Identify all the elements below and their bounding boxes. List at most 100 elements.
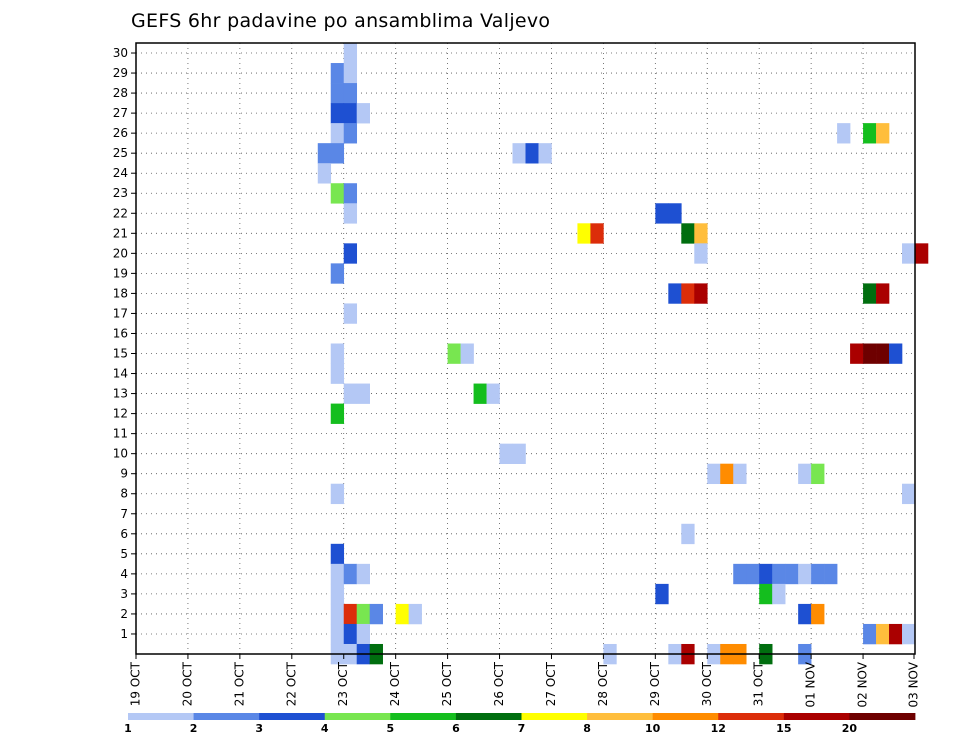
heatmap-cell — [330, 63, 345, 84]
y-tick-label: 11 — [113, 427, 128, 441]
colorbar-segment — [455, 713, 522, 720]
heatmap-cell — [343, 623, 358, 645]
colorbar-segment — [652, 713, 719, 720]
colorbar-segment — [128, 713, 194, 720]
heatmap-cell — [694, 243, 708, 264]
y-tick-label: 28 — [113, 86, 128, 100]
heatmap-cell — [876, 343, 890, 364]
heatmap-cell — [902, 243, 916, 264]
x-tick-label: 25 OCT — [440, 661, 454, 706]
colorbar-segment — [718, 713, 785, 720]
heatmap-cell — [863, 623, 877, 645]
heatmap-cell — [512, 143, 526, 164]
colorbar-label: 2 — [190, 722, 198, 735]
chart-title: GEFS 6hr padavine po ansamblima Valjevo — [131, 10, 550, 32]
heatmap-cell — [668, 283, 682, 304]
heatmap-cell — [330, 583, 345, 605]
heatmap-cell — [330, 263, 345, 284]
colorbar-label: 3 — [255, 722, 263, 735]
heatmap-cell — [811, 563, 825, 585]
heatmap-cell — [317, 143, 332, 164]
heatmap-cell — [460, 343, 474, 364]
heatmap-cell — [512, 443, 526, 464]
heatmap-cell — [343, 243, 358, 264]
heatmap-cell — [330, 103, 345, 124]
heatmap-cell — [330, 563, 345, 585]
heatmap-cell — [785, 563, 799, 585]
y-tick-label: 18 — [113, 286, 128, 300]
colorbar-legend: 1 2 3 4 5 6 7 8 10 12 15 20 — [124, 713, 916, 735]
colorbar-segment — [324, 713, 391, 720]
colorbar-segment — [587, 713, 654, 720]
heatmap-cell — [343, 83, 358, 104]
colorbar-segment — [849, 713, 916, 720]
heatmap-cell — [733, 563, 747, 585]
y-tick-label: 5 — [120, 547, 128, 561]
colorbar-segment — [259, 713, 326, 720]
colorbar-label: 12 — [711, 722, 726, 735]
heatmap-cell — [590, 223, 604, 244]
y-tick-label: 17 — [113, 306, 128, 320]
colorbar-label: 7 — [518, 722, 526, 735]
heatmap-cell — [330, 123, 345, 144]
y-tick-label: 25 — [113, 146, 128, 160]
x-tick-label: 26 OCT — [492, 661, 506, 706]
y-tick-label: 10 — [113, 447, 128, 461]
x-tick-label: 31 OCT — [752, 661, 766, 706]
x-tick-label: 23 OCT — [336, 661, 350, 706]
heatmap-cell — [499, 443, 513, 464]
heatmap-cell — [759, 563, 773, 585]
heatmap-cell — [837, 123, 851, 144]
heatmap-cell — [343, 563, 358, 585]
y-tick-label: 30 — [113, 46, 128, 60]
colorbar-label: 5 — [387, 722, 395, 735]
heatmap-cell — [863, 123, 877, 144]
heatmap-cell — [889, 623, 903, 645]
y-tick-label: 22 — [113, 206, 128, 220]
colorbar-label: 6 — [452, 722, 460, 735]
heatmap-cell — [850, 343, 864, 364]
heatmap-cell — [902, 623, 916, 645]
grid-lines — [136, 43, 915, 654]
heatmap-cell — [330, 483, 345, 505]
colorbar-label: 20 — [842, 722, 858, 735]
y-tick-label: 19 — [113, 266, 128, 280]
x-tick-label: 29 OCT — [648, 661, 662, 706]
heatmap-cell — [876, 623, 890, 645]
heatmap-cell — [863, 343, 877, 364]
heatmap-cell — [330, 623, 345, 645]
heatmap-cell — [681, 523, 695, 545]
y-tick-label: 7 — [120, 507, 128, 521]
heatmap-cell — [343, 63, 358, 84]
heatmap-cell — [317, 163, 332, 184]
y-tick-label: 8 — [120, 487, 128, 501]
heatmap-cell — [759, 583, 773, 605]
heatmap-cell — [525, 143, 539, 164]
x-tick-label: 21 OCT — [232, 661, 246, 706]
heatmap-cell — [772, 563, 786, 585]
colorbar-segment — [193, 713, 260, 720]
heatmap-cell — [655, 203, 669, 224]
heatmap-cell — [915, 243, 929, 264]
heatmap-cell — [811, 463, 825, 485]
heatmap-cell — [863, 283, 877, 304]
heatmap-cell — [681, 283, 695, 304]
colorbar-label: 1 — [124, 722, 132, 735]
y-tick-label: 27 — [113, 106, 128, 120]
heatmap-cell — [343, 603, 358, 625]
heatmap-cell — [356, 383, 370, 404]
colorbar-segment — [390, 713, 457, 720]
y-tick-label: 20 — [113, 246, 128, 260]
heatmap-cell — [343, 123, 358, 144]
heatmap-cell — [330, 603, 345, 625]
heatmap-cell — [356, 623, 370, 645]
x-tick-label: 20 OCT — [180, 661, 194, 706]
y-tick-label: 24 — [113, 166, 128, 180]
x-tick-label: 27 OCT — [544, 661, 558, 706]
heatmap-cell — [772, 583, 786, 605]
x-tick-label: 02 NOV — [856, 661, 870, 707]
heatmap-cell — [343, 183, 358, 204]
heatmap-cell — [707, 463, 721, 485]
heatmap-cell — [694, 223, 708, 244]
